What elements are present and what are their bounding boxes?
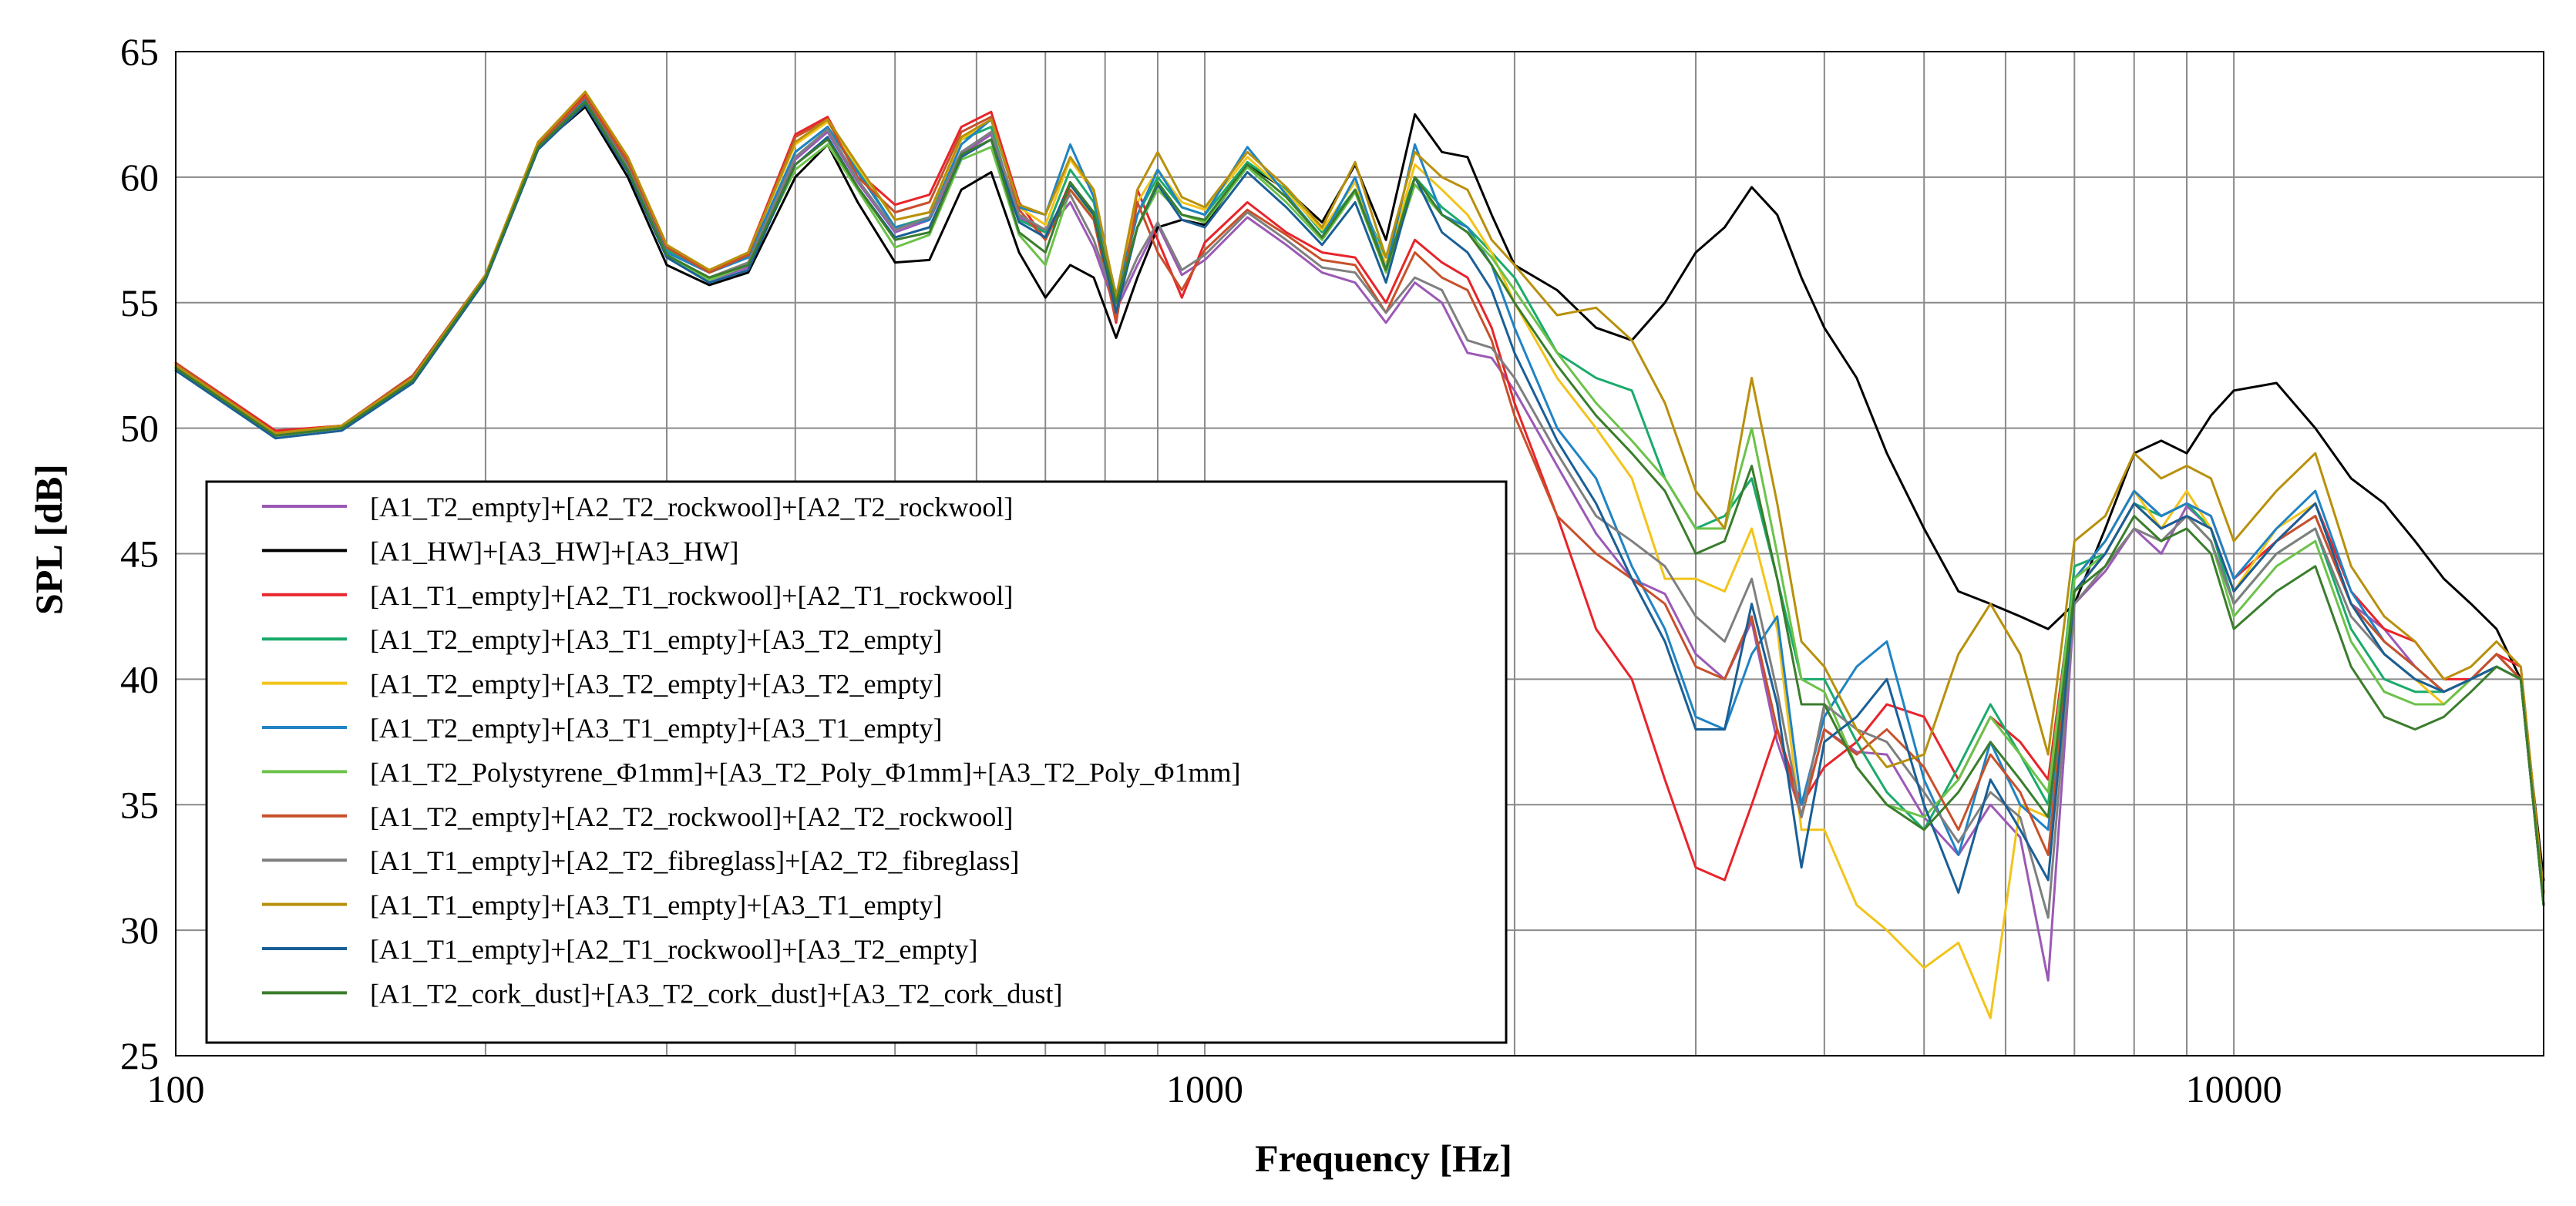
legend-label: [A1_T2_cork_dust]+[A3_T2_cork_dust]+[A3_… (370, 978, 1062, 1009)
y-axis-title: SPL [dB] (27, 464, 70, 615)
legend-label: [A1_T1_empty]+[A2_T1_rockwool]+[A3_T2_em… (370, 934, 977, 965)
series-line-1 (174, 100, 2545, 982)
y-tick-label: 30 (120, 909, 159, 952)
x-tick-label: 1000 (1166, 1067, 1243, 1110)
x-tick-label: 100 (147, 1067, 205, 1110)
y-tick-label: 65 (120, 30, 159, 73)
legend-label: [A1_T2_empty]+[A2_T2_rockwool]+[A2_T2_ro… (370, 801, 1013, 832)
legend-label: [A1_T2_empty]+[A3_T1_empty]+[A3_T1_empty… (370, 713, 942, 744)
y-tick-label: 50 (120, 407, 159, 450)
series-line-12 (174, 100, 2545, 906)
y-tick-label: 60 (120, 156, 159, 199)
y-tick-label: 25 (120, 1034, 159, 1077)
legend-label: [A1_T2_Polystyrene_Φ1mm]+[A3_T2_Poly_Φ1m… (370, 757, 1240, 788)
y-tick-label: 40 (120, 657, 159, 700)
y-tick-label: 35 (120, 783, 159, 826)
series-line-2 (174, 106, 2545, 882)
legend: [A1_T2_empty]+[A2_T2_rockwool]+[A2_T2_ro… (205, 480, 1508, 1044)
y-tick-label: 45 (120, 532, 159, 576)
x-axis-title: Frequency [Hz] (1255, 1137, 1512, 1180)
series-line-10 (174, 90, 2545, 894)
legend-label: [A1_T1_empty]+[A2_T2_fibreglass]+[A2_T2_… (370, 845, 1019, 876)
plot-frame (175, 51, 2544, 1057)
legend-label: [A1_T2_empty]+[A2_T2_rockwool]+[A2_T2_ro… (370, 492, 1013, 522)
x-tick-label: 10000 (2186, 1067, 2282, 1110)
y-tick-label: 55 (120, 281, 159, 324)
legend-label: [A1_HW]+[A3_HW]+[A3_HW] (370, 536, 738, 566)
legend-label: [A1_T2_empty]+[A3_T2_empty]+[A3_T2_empty… (370, 669, 942, 700)
legend-label: [A1_T2_empty]+[A3_T1_empty]+[A3_T2_empty… (370, 624, 942, 655)
legend-label: [A1_T1_empty]+[A3_T1_empty]+[A3_T1_empty… (370, 890, 942, 921)
legend-label: [A1_T1_empty]+[A2_T1_rockwool]+[A2_T1_ro… (370, 580, 1013, 611)
series-line-5 (174, 90, 2545, 1020)
series-line-9 (174, 100, 2545, 919)
series-line-11 (174, 102, 2545, 906)
